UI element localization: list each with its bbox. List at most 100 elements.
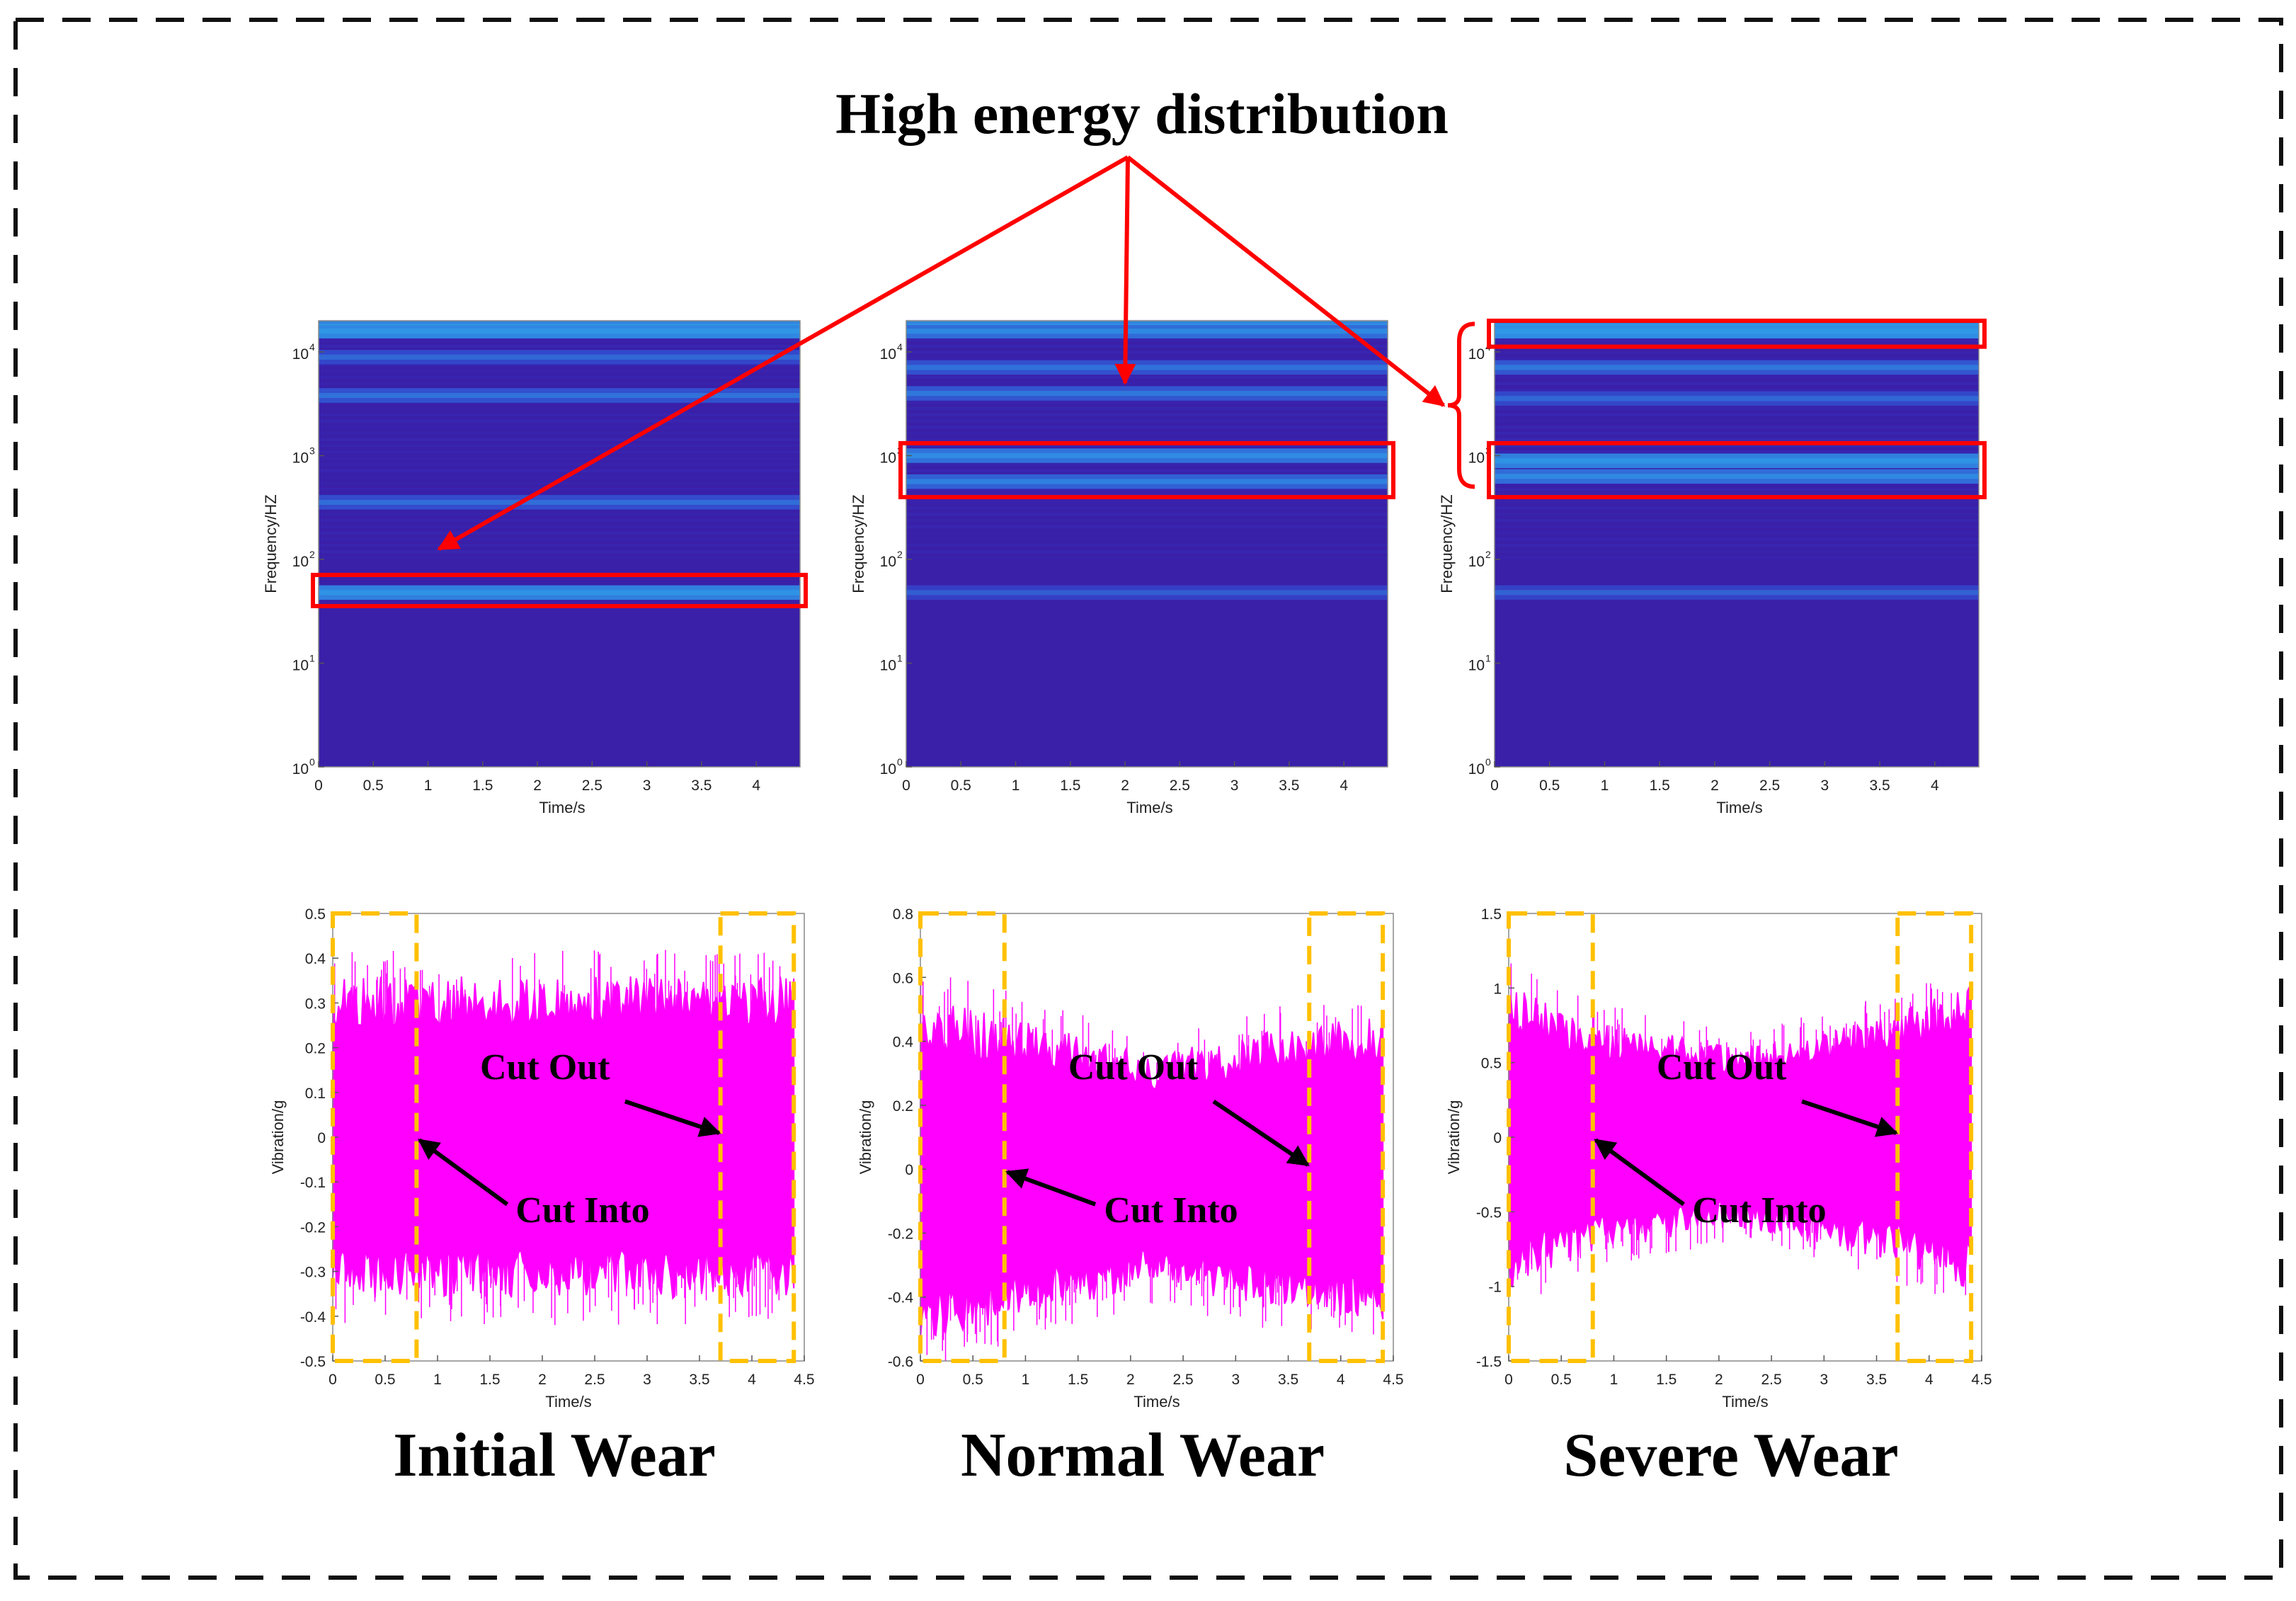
- spectrogram-texture: [319, 438, 800, 441]
- y-tick-label: 10: [1468, 657, 1485, 673]
- x-tick-label: 1: [1022, 1372, 1030, 1388]
- spectrogram-energy-core: [1495, 329, 1979, 334]
- spectrogram-texture: [1495, 444, 1979, 448]
- wear-stage-caption: Normal Wear: [961, 1421, 1325, 1490]
- x-axis-label: Time/s: [545, 1393, 591, 1411]
- vibration-signal: [332, 976, 795, 1300]
- spectrogram-texture: [319, 419, 800, 423]
- x-tick-label: 3.5: [691, 777, 712, 794]
- spectrogram-texture: [906, 425, 1388, 429]
- spectrogram-texture: [906, 351, 1388, 354]
- spectrogram-texture: [1495, 525, 1979, 529]
- spectrogram-texture: [906, 549, 1388, 554]
- spectrogram-energy-core: [906, 365, 1388, 370]
- y-axis-label: Frequency/HZ: [850, 494, 867, 593]
- spectrogram-texture: [319, 375, 800, 380]
- wear-stage-caption: Initial Wear: [393, 1421, 716, 1490]
- spectrogram-texture: [906, 438, 1388, 441]
- spectrogram-energy-band: [1495, 360, 1979, 375]
- y-tick-exponent: 2: [897, 549, 903, 560]
- y-tick-exponent: 4: [309, 341, 315, 353]
- spectrogram-energy-band: [319, 495, 800, 510]
- spectrogram-top-edge: [319, 321, 800, 325]
- y-tick-label: -1: [1488, 1280, 1502, 1296]
- x-tick-label: 0: [902, 777, 910, 794]
- y-tick-label: 10: [1468, 761, 1485, 777]
- spectrogram-texture: [1495, 537, 1979, 541]
- spectrogram-energy-core: [1495, 458, 1979, 464]
- cut-window-box: [1895, 911, 1974, 1363]
- cut-out-label: Cut Out: [480, 1047, 610, 1088]
- spectrogram-texture: [319, 549, 800, 554]
- x-tick-label: 0.5: [363, 777, 384, 794]
- spectrogram-texture: [1495, 388, 1979, 392]
- y-tick-exponent: 1: [1485, 652, 1491, 663]
- spectrogram-texture: [319, 413, 800, 416]
- spectrogram-texture: [319, 344, 800, 348]
- x-tick-label: 3.5: [689, 1372, 709, 1388]
- spectrogram-texture: [1495, 351, 1979, 354]
- high-energy-highlight-box: [1487, 319, 1987, 349]
- cut-out-arrow: [1212, 1099, 1310, 1167]
- spectrogram-texture: [319, 525, 800, 529]
- spectrogram-texture: [1495, 487, 1979, 491]
- spectrogram-texture: [1495, 438, 1979, 441]
- y-tick-label: 0.5: [1481, 1056, 1502, 1072]
- spectrogram-texture: [906, 375, 1388, 380]
- spectrogram-texture: [906, 419, 1388, 423]
- x-tick-label: 4: [1925, 1372, 1934, 1388]
- y-tick-exponent: 4: [897, 341, 903, 353]
- spectrogram-energy-core: [906, 329, 1388, 334]
- spectrogram-energy-core: [906, 590, 1388, 596]
- x-tick-label: 4.5: [794, 1372, 814, 1388]
- y-tick-label: 0.5: [305, 906, 326, 923]
- spectrogram-energy-core: [319, 590, 800, 596]
- x-tick-label: 2: [538, 1372, 547, 1388]
- spectrogram-texture: [319, 363, 800, 367]
- spectrogram-energy-core: [906, 479, 1388, 484]
- wear-stage-caption: Severe Wear: [1563, 1421, 1898, 1490]
- spectrogram-energy-core: [1495, 396, 1979, 401]
- red-arrow-severe: [1126, 155, 1446, 407]
- spectrogram-texture: [319, 450, 800, 454]
- red-brace: [1447, 321, 1475, 489]
- x-tick-label: 3.5: [1278, 1372, 1298, 1388]
- y-axis-label: Vibration/g: [269, 1100, 287, 1175]
- spectrogram-texture: [906, 513, 1388, 516]
- x-tick-label: 0: [1490, 777, 1499, 794]
- x-tick-label: 2.5: [584, 1372, 605, 1388]
- y-axis-label: Vibration/g: [1445, 1100, 1463, 1175]
- x-tick-label: 0.5: [1539, 777, 1560, 794]
- y-tick-exponent: 3: [309, 445, 315, 456]
- x-tick-label: 0: [314, 777, 323, 794]
- spectrogram-texture: [1495, 500, 1979, 503]
- x-tick-label: 1: [1012, 777, 1020, 794]
- y-tick-label: 1.5: [1481, 906, 1502, 923]
- y-tick-label: 10: [292, 450, 309, 466]
- y-tick-label: 10: [292, 554, 309, 570]
- x-tick-label: 4: [748, 1372, 756, 1388]
- y-tick-label: 0.6: [893, 970, 913, 986]
- x-tick-label: 3: [1821, 777, 1829, 794]
- y-tick-label: 0.8: [893, 906, 913, 923]
- cut-into-label: Cut Into: [515, 1190, 649, 1231]
- y-tick-label: -0.4: [300, 1309, 326, 1326]
- y-tick-label: 0.2: [893, 1098, 913, 1115]
- y-tick-label: 10: [880, 761, 896, 777]
- y-tick-label: 10: [1468, 346, 1485, 363]
- y-tick-exponent: 1: [897, 652, 903, 663]
- high-energy-highlight-box: [1487, 440, 1987, 500]
- cut-out-label: Cut Out: [1657, 1047, 1787, 1088]
- figure-title: High energy distribution: [835, 81, 1449, 146]
- spectrogram-energy-core: [1495, 365, 1979, 370]
- x-tick-label: 4: [752, 777, 760, 794]
- x-tick-label: 4.5: [1383, 1372, 1403, 1388]
- figure-frame: [13, 18, 2283, 1580]
- spectrogram-texture: [906, 382, 1388, 385]
- spectrogram-texture: [319, 431, 800, 435]
- x-tick-label: 0.5: [375, 1372, 395, 1388]
- y-tick-label: 0: [317, 1130, 326, 1146]
- x-tick-label: 2: [1710, 777, 1719, 794]
- cut-out-label: Cut Out: [1068, 1047, 1199, 1088]
